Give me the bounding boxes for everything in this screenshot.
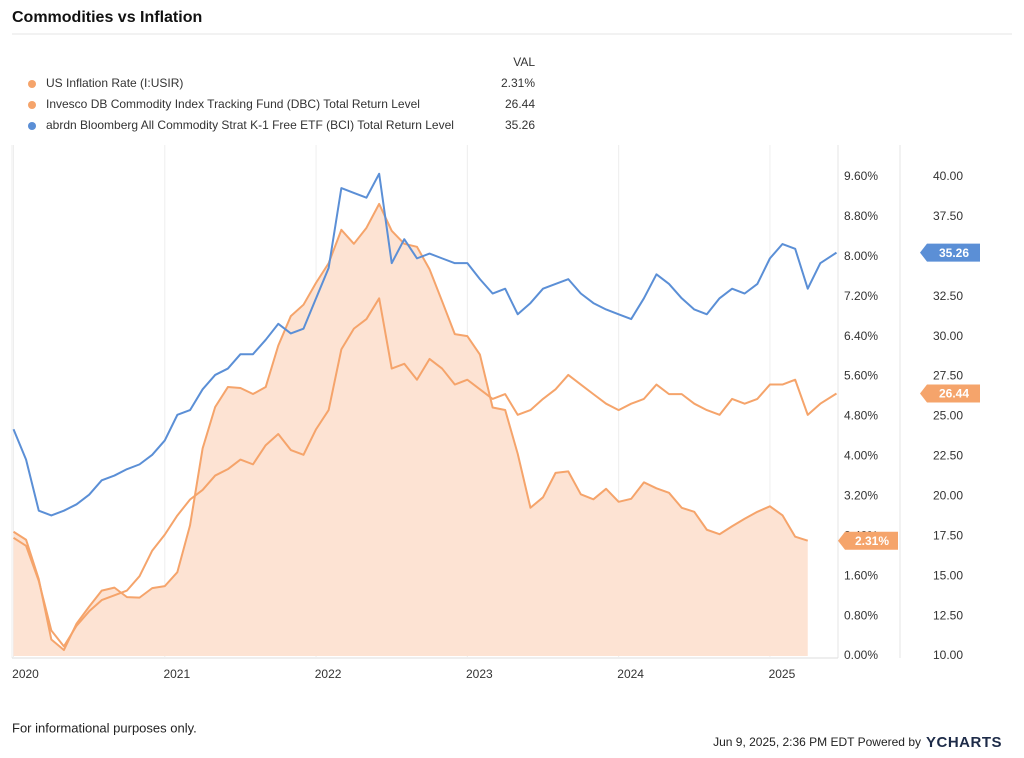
legend-value: 2.31% (501, 76, 535, 90)
y2-tick-label: 22.50 (933, 449, 963, 463)
series-line (12, 297, 838, 648)
footer-timestamp: Jun 9, 2025, 2:36 PM EDT Powered by (713, 735, 921, 749)
y-tick-label: 8.00% (844, 249, 878, 263)
y-tick-label: 6.40% (844, 329, 878, 343)
value-badge (838, 531, 898, 550)
x-tick-label: 2025 (769, 667, 796, 681)
value-badge-label: 2.31% (855, 534, 889, 548)
brand-logo: YCHARTS (926, 734, 1002, 751)
legend-label: abrdn Bloomberg All Commodity Strat K-1 … (46, 118, 454, 132)
y2-tick-label: 15.00 (933, 568, 963, 582)
legend-header: VAL (513, 55, 535, 69)
legend-label: Invesco DB Commodity Index Tracking Fund… (46, 97, 420, 111)
y-tick-label: 9.60% (844, 169, 878, 183)
y-tick-label: 7.20% (844, 289, 878, 303)
x-tick-label: 2022 (315, 667, 342, 681)
y-tick-label: 5.60% (844, 369, 878, 383)
y2-tick-label: 20.00 (933, 488, 963, 502)
y2-tick-label: 32.50 (933, 289, 963, 303)
series-line (12, 172, 838, 517)
series-line (12, 202, 809, 652)
y-tick-label: 1.60% (844, 568, 878, 582)
y2-tick-label: 30.00 (933, 329, 963, 343)
y2-tick-label: 25.00 (933, 409, 963, 423)
y-tick-label: 3.20% (844, 488, 878, 502)
y2-tick-label: 10.00 (933, 648, 963, 662)
y-tick-label: 0.00% (844, 648, 878, 662)
legend-marker (28, 122, 36, 130)
value-badge (920, 384, 980, 403)
x-tick-label: 2023 (466, 667, 493, 681)
area (13, 203, 808, 656)
legend-value: 26.44 (505, 97, 535, 111)
legend-marker (28, 101, 36, 109)
legend-value: 35.26 (505, 118, 535, 132)
chart-title: Commodities vs Inflation (12, 9, 202, 26)
y2-tick-label: 27.50 (933, 369, 963, 383)
y2-tick-label: 12.50 (933, 608, 963, 622)
x-tick-label: 2024 (617, 667, 644, 681)
value-badge-label: 26.44 (939, 387, 969, 401)
y-tick-label: 4.00% (844, 449, 878, 463)
y-tick-label: 8.80% (844, 209, 878, 223)
value-badge-label: 35.26 (939, 246, 969, 260)
y-tick-label: 4.80% (844, 409, 878, 423)
y2-tick-label: 17.50 (933, 528, 963, 542)
value-badge (920, 243, 980, 262)
y2-tick-label: 37.50 (933, 209, 963, 223)
legend-marker (28, 80, 36, 88)
y2-tick-label: 40.00 (933, 169, 963, 183)
x-tick-label: 2021 (163, 667, 190, 681)
x-tick-label: 2020 (12, 667, 39, 681)
legend-label: US Inflation Rate (I:USIR) (46, 76, 183, 90)
y-tick-label: 0.80% (844, 608, 878, 622)
footer-note: For informational purposes only. (12, 720, 197, 735)
